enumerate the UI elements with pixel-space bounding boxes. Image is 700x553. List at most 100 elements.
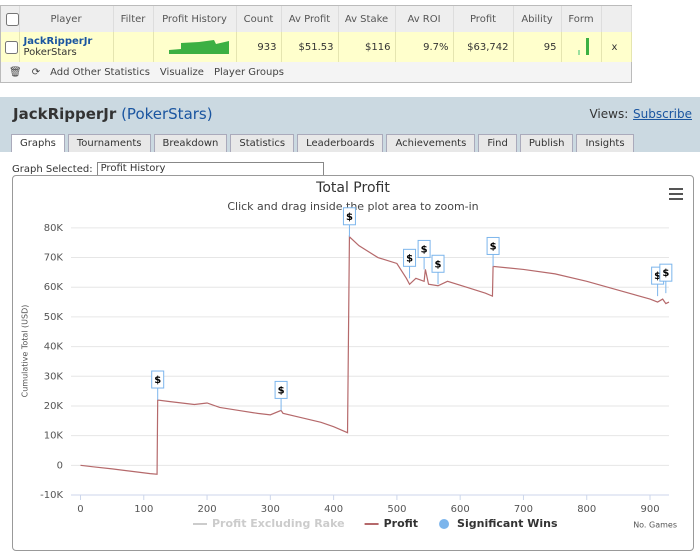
significant-win-flag xyxy=(403,248,417,267)
header[interactable]: Player xyxy=(19,6,114,32)
av-profit: $51.53 xyxy=(281,32,339,62)
flag-label: $ xyxy=(490,241,497,252)
y-tick-label: 70K xyxy=(44,253,64,264)
tab[interactable]: Statistics xyxy=(230,134,295,152)
header[interactable]: Count xyxy=(236,6,282,32)
significant-win-flag xyxy=(417,239,431,258)
y-tick-label: 20K xyxy=(44,401,64,412)
legend-label: Profit Excluding Rake xyxy=(212,517,345,530)
header[interactable]: Ability xyxy=(513,6,562,32)
checkbox[interactable] xyxy=(1,6,20,32)
form xyxy=(561,32,602,62)
toolbar-button[interactable]: Player Groups xyxy=(213,66,284,78)
significant-win-flag xyxy=(659,263,673,282)
x-tick-label: 600 xyxy=(451,504,470,515)
legend-symbol xyxy=(439,519,450,529)
flag-label: $ xyxy=(654,271,661,282)
x-tick-label: 300 xyxy=(261,504,280,515)
table: Player Filter Profit History Count Av Pr… xyxy=(1,6,632,62)
tab[interactable]: Insights xyxy=(576,134,634,152)
site-link[interactable]: (PokerStars) xyxy=(121,104,213,123)
av-roi: 9.7% xyxy=(395,32,454,62)
filter[interactable] xyxy=(113,32,154,62)
y-tick-label: -10K xyxy=(40,490,63,501)
x-tick-label: 500 xyxy=(387,504,406,515)
sparkline xyxy=(153,32,237,62)
x-tick-label: 700 xyxy=(514,504,533,515)
chart-subtitle: Click and drag inside the plot area to z… xyxy=(227,200,478,213)
select-label: Graph Selected: xyxy=(12,163,93,175)
ability: 95 xyxy=(513,32,562,62)
checkbox[interactable] xyxy=(1,32,20,62)
x-tick-label: 800 xyxy=(577,504,596,515)
x-tick-label: 0 xyxy=(77,504,83,515)
tab[interactable]: Tournaments xyxy=(67,134,151,152)
header xyxy=(601,6,632,32)
profit: $63,742 xyxy=(453,32,514,62)
form-bar xyxy=(577,50,580,55)
y-tick-label: 60K xyxy=(44,282,64,293)
count: 933 xyxy=(236,32,282,62)
y-tick-label: 30K xyxy=(44,371,64,382)
chart-title: Total Profit xyxy=(315,180,390,196)
tabs: Graphs Tournaments Breakdown Statistics Lead… xyxy=(0,130,700,152)
remove[interactable]: x xyxy=(601,32,632,62)
player-panel: JackRipperJr (PokerStars) Views: Subscri… xyxy=(0,97,700,553)
tab[interactable]: Breakdown xyxy=(153,134,228,152)
x-tick-label: 200 xyxy=(198,504,217,515)
header[interactable]: Profit xyxy=(453,6,514,32)
toolbar-button[interactable]: Add Other Statistics xyxy=(50,66,150,78)
header[interactable]: Profit History xyxy=(153,6,237,32)
delete-icon[interactable]: 🗑 xyxy=(9,66,22,78)
player-name: JackRipperJr xyxy=(13,104,117,123)
header[interactable]: Av Profit xyxy=(281,6,339,32)
significant-win-flag xyxy=(342,207,356,226)
tab[interactable]: Achievements xyxy=(386,134,476,152)
y-tick-label: 40K xyxy=(44,342,64,353)
header[interactable]: Av Stake xyxy=(338,6,396,32)
av-stake: $116 xyxy=(338,32,396,62)
select-box[interactable]: Profit History xyxy=(96,162,324,176)
x-tick-label: 400 xyxy=(324,504,343,515)
site: PokerStars xyxy=(23,47,77,58)
stats-table: Player Filter Profit History Count Av Pr… xyxy=(0,5,632,83)
toolbar: 🗑 ⟳ Add Other Statistics Visualize Player… xyxy=(1,62,631,82)
tab[interactable]: Leaderboards xyxy=(297,134,384,152)
legend-label: Significant Wins xyxy=(457,517,558,530)
y-tick-label: 80K xyxy=(44,223,64,234)
form-bar xyxy=(585,38,589,55)
subscribe-link[interactable]: Subscribe xyxy=(633,106,692,121)
tab[interactable]: Publish xyxy=(519,134,574,152)
views-label: Views: xyxy=(589,106,629,121)
y-tick-label: 50K xyxy=(44,312,64,323)
player-link[interactable]: JackRipperJr xyxy=(23,36,93,47)
toolbar-button[interactable]: Visualize xyxy=(159,66,204,78)
flag-label: $ xyxy=(346,212,353,223)
flag-label: $ xyxy=(406,253,413,264)
sparkline-area xyxy=(168,40,229,54)
graph-select: Graph Selected: Profit History xyxy=(12,162,324,176)
legend-label: Profit xyxy=(384,517,418,530)
flag-label: $ xyxy=(154,375,161,386)
player-cell: JackRipperJr PokerStars xyxy=(19,32,114,62)
significant-win-flag xyxy=(151,370,165,389)
significant-win-flag xyxy=(431,254,445,273)
header[interactable]: Filter xyxy=(113,6,154,32)
flag-label: $ xyxy=(662,268,669,279)
y-tick-label: 10K xyxy=(44,431,64,442)
y-tick-label: 0 xyxy=(57,460,63,471)
flag-label: $ xyxy=(421,244,428,255)
refresh-icon[interactable]: ⟳ xyxy=(31,66,41,78)
menu-icon[interactable] xyxy=(669,188,683,200)
sparkline-icon xyxy=(168,40,229,54)
tab[interactable]: Graphs xyxy=(11,134,65,152)
tab[interactable]: Find xyxy=(478,134,517,152)
y-axis-label: Cumulative Total (USD) xyxy=(21,305,30,398)
header[interactable]: Av ROI xyxy=(395,6,454,32)
x-axis-label: No. Games xyxy=(633,521,677,530)
header[interactable]: Form xyxy=(561,6,602,32)
significant-win-flag xyxy=(486,236,500,255)
x-tick-label: 900 xyxy=(640,504,659,515)
form-icon xyxy=(577,38,589,55)
